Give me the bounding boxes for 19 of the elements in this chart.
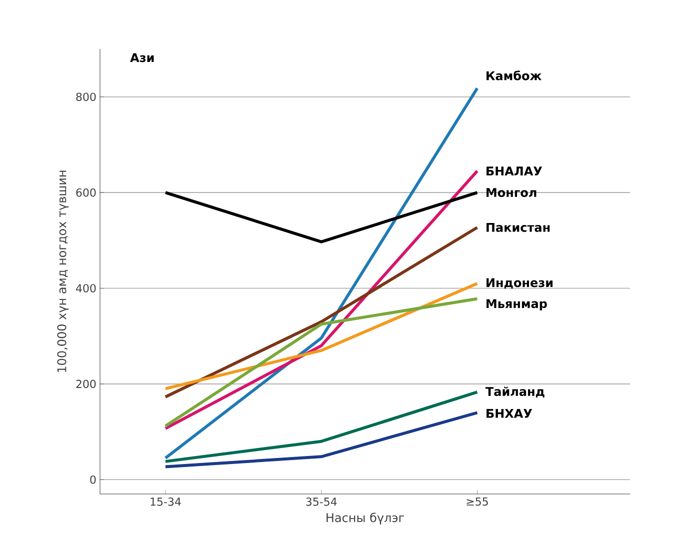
x-tick-label: ≥55: [466, 498, 488, 506]
y-tick-label: 400: [76, 284, 96, 292]
series-label: БНХАУ: [486, 409, 532, 418]
series-label: Индонези: [486, 278, 553, 289]
series-label: Тайланд: [486, 386, 544, 398]
y-axis-title: 100,000 хүн амд ногдох түвшин: [57, 170, 69, 372]
series-label: БНАЛАУ: [486, 166, 542, 176]
y-tick-label: 0: [90, 475, 96, 484]
x-tick-label: 35-54: [306, 498, 337, 506]
chart-title: Ази: [130, 53, 154, 62]
y-tick-label: 200: [76, 380, 96, 388]
x-tick-label: 15-34: [150, 498, 181, 506]
series-label: Монгол: [486, 188, 536, 198]
x-axis-title: Насны бүлэг: [326, 512, 404, 525]
y-tick-label: 800: [76, 92, 96, 102]
series-label: Пакистан: [486, 223, 550, 232]
series-label: Камбож: [486, 70, 542, 80]
series-label: Мьянмар: [486, 299, 547, 310]
y-tick-label: 600: [76, 188, 96, 197]
